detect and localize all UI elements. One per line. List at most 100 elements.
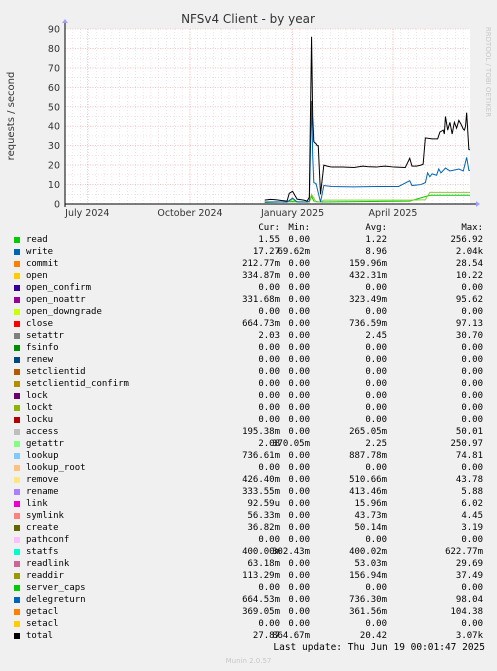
legend-cur: 0.00 bbox=[258, 343, 280, 353]
legend-row: getacl 369.05m 0.00 361.56m 104.38 bbox=[0, 606, 497, 618]
legend-max: 0.00 bbox=[461, 367, 483, 377]
legend-avg: 2.25 bbox=[365, 439, 387, 449]
legend-cur: 0.00 bbox=[258, 391, 280, 401]
legend-cur: 664.53m bbox=[242, 595, 280, 605]
legend-cur: 0.00 bbox=[258, 355, 280, 365]
legend-avg: 0.00 bbox=[365, 583, 387, 593]
x-tick-label: July 2024 bbox=[64, 208, 109, 219]
legend-cur: 113.29m bbox=[242, 571, 280, 581]
plot-area bbox=[65, 29, 470, 204]
legend-row: statfs 400.00m 302.43m 400.02m 622.77m bbox=[0, 546, 497, 558]
legend-header-cur: Cur: bbox=[258, 223, 280, 233]
legend-cur: 400.00m bbox=[242, 547, 280, 557]
legend-avg: 159.96m bbox=[349, 259, 387, 269]
legend-avg: 265.05m bbox=[349, 427, 387, 437]
legend-avg: 400.02m bbox=[349, 547, 387, 557]
legend-avg: 0.00 bbox=[365, 343, 387, 353]
chart: NFSv4 Client - by year requests / second… bbox=[6, 12, 492, 219]
legend-max: 0.00 bbox=[461, 583, 483, 593]
legend-avg: 156.94m bbox=[349, 571, 387, 581]
legend-avg: 0.00 bbox=[365, 403, 387, 413]
legend-row: readlink 63.18m 0.00 53.03m 29.69 bbox=[0, 558, 497, 570]
legend-row: read 1.55 0.00 1.22 256.92 bbox=[0, 234, 497, 246]
legend-min: 0.00 bbox=[288, 271, 310, 281]
legend-min: 864.67m bbox=[272, 631, 310, 641]
x-tick-label: January 2025 bbox=[260, 208, 324, 219]
legend-cur: 63.18m bbox=[247, 559, 280, 569]
legend-avg: 736.59m bbox=[349, 319, 387, 329]
legend-min: 69.62m bbox=[277, 247, 310, 257]
legend-swatch bbox=[14, 345, 20, 351]
legend-min: 0.00 bbox=[288, 343, 310, 353]
legend-avg: 0.00 bbox=[365, 355, 387, 365]
legend-row: open_downgrade 0.00 0.00 0.00 0.00 bbox=[0, 306, 497, 318]
legend-swatch bbox=[14, 561, 20, 567]
legend-cur: 736.61m bbox=[242, 451, 280, 461]
legend-cur: 2.08 bbox=[258, 439, 280, 449]
legend-swatch bbox=[14, 261, 20, 267]
legend-swatch bbox=[14, 453, 20, 459]
y-tick-label: 60 bbox=[48, 83, 60, 94]
legend-avg: 432.31m bbox=[349, 271, 387, 281]
legend-name: commit bbox=[26, 259, 59, 269]
legend-swatch bbox=[14, 249, 20, 255]
legend-cur: 1.55 bbox=[258, 235, 280, 245]
legend-max: 0.00 bbox=[461, 307, 483, 317]
y-tick-label: 40 bbox=[48, 122, 60, 133]
legend-swatch bbox=[14, 633, 20, 639]
legend-max: 74.81 bbox=[455, 451, 483, 461]
legend-max: 4.45 bbox=[461, 511, 483, 521]
legend-row: lookup_root 0.00 0.00 0.00 0.00 bbox=[0, 462, 497, 474]
legend-row: locku 0.00 0.00 0.00 0.00 bbox=[0, 414, 497, 426]
legend-swatch bbox=[14, 537, 20, 543]
legend-max: 250.97 bbox=[450, 439, 483, 449]
legend-swatch bbox=[14, 405, 20, 411]
legend-max: 0.00 bbox=[461, 343, 483, 353]
legend-name: total bbox=[26, 631, 54, 641]
legend-row: fsinfo 0.00 0.00 0.00 0.00 bbox=[0, 342, 497, 354]
y-tick-label: 10 bbox=[48, 180, 60, 191]
legend-name: lookup_root bbox=[26, 463, 86, 473]
y-tick-labels: 0 10 20 30 40 50 60 70 80 90 bbox=[48, 25, 60, 211]
legend-max: 0.00 bbox=[461, 391, 483, 401]
legend-avg: 43.73m bbox=[354, 511, 387, 521]
legend-name: rename bbox=[26, 487, 59, 497]
legend-cur: 92.59u bbox=[247, 499, 280, 509]
legend-header-avg: Avg: bbox=[365, 223, 387, 233]
legend-min: 0.00 bbox=[288, 355, 310, 365]
legend-max: 0.00 bbox=[461, 463, 483, 473]
legend-row: close 664.73m 0.00 736.59m 97.13 bbox=[0, 318, 497, 330]
legend-row: lookup 736.61m 0.00 887.78m 74.81 bbox=[0, 450, 497, 462]
legend-row: open 334.87m 0.00 432.31m 10.22 bbox=[0, 270, 497, 282]
legend-min: 0.00 bbox=[288, 499, 310, 509]
legend-swatch bbox=[14, 237, 20, 243]
legend-min: 0.00 bbox=[288, 535, 310, 545]
legend-max: 3.07k bbox=[455, 631, 483, 641]
munin-version: Munin 2.0.57 bbox=[225, 657, 272, 665]
legend-avg: 0.00 bbox=[365, 367, 387, 377]
legend-row: setclientid_confirm 0.00 0.00 0.00 0.00 bbox=[0, 378, 497, 390]
legend-min: 0.00 bbox=[288, 475, 310, 485]
legend-min: 302.43m bbox=[272, 547, 310, 557]
legend-min: 0.00 bbox=[288, 427, 310, 437]
legend-cur: 27.87 bbox=[252, 631, 280, 641]
legend-avg: 0.00 bbox=[365, 307, 387, 317]
legend-min: 370.05m bbox=[272, 439, 310, 449]
legend-row: server_caps 0.00 0.00 0.00 0.00 bbox=[0, 582, 497, 594]
legend-swatch bbox=[14, 429, 20, 435]
legend-cur: 331.68m bbox=[242, 295, 280, 305]
legend-cur: 0.00 bbox=[258, 307, 280, 317]
legend-min: 0.00 bbox=[288, 463, 310, 473]
x-tick-label: April 2025 bbox=[369, 208, 418, 219]
legend-max: 0.00 bbox=[461, 535, 483, 545]
legend-avg: 413.46m bbox=[349, 487, 387, 497]
legend-name: link bbox=[26, 499, 48, 509]
y-tick-label: 50 bbox=[48, 102, 60, 113]
legend-min: 0.00 bbox=[288, 511, 310, 521]
x-tick-label: October 2024 bbox=[157, 208, 222, 219]
x-tick-labels: July 2024 October 2024 January 2025 April 2… bbox=[64, 208, 417, 219]
y-tick-label: 70 bbox=[48, 63, 60, 74]
legend-row: rename 333.55m 0.00 413.46m 5.88 bbox=[0, 486, 497, 498]
legend-max: 0.00 bbox=[461, 283, 483, 293]
legend-row: setclientid 0.00 0.00 0.00 0.00 bbox=[0, 366, 497, 378]
